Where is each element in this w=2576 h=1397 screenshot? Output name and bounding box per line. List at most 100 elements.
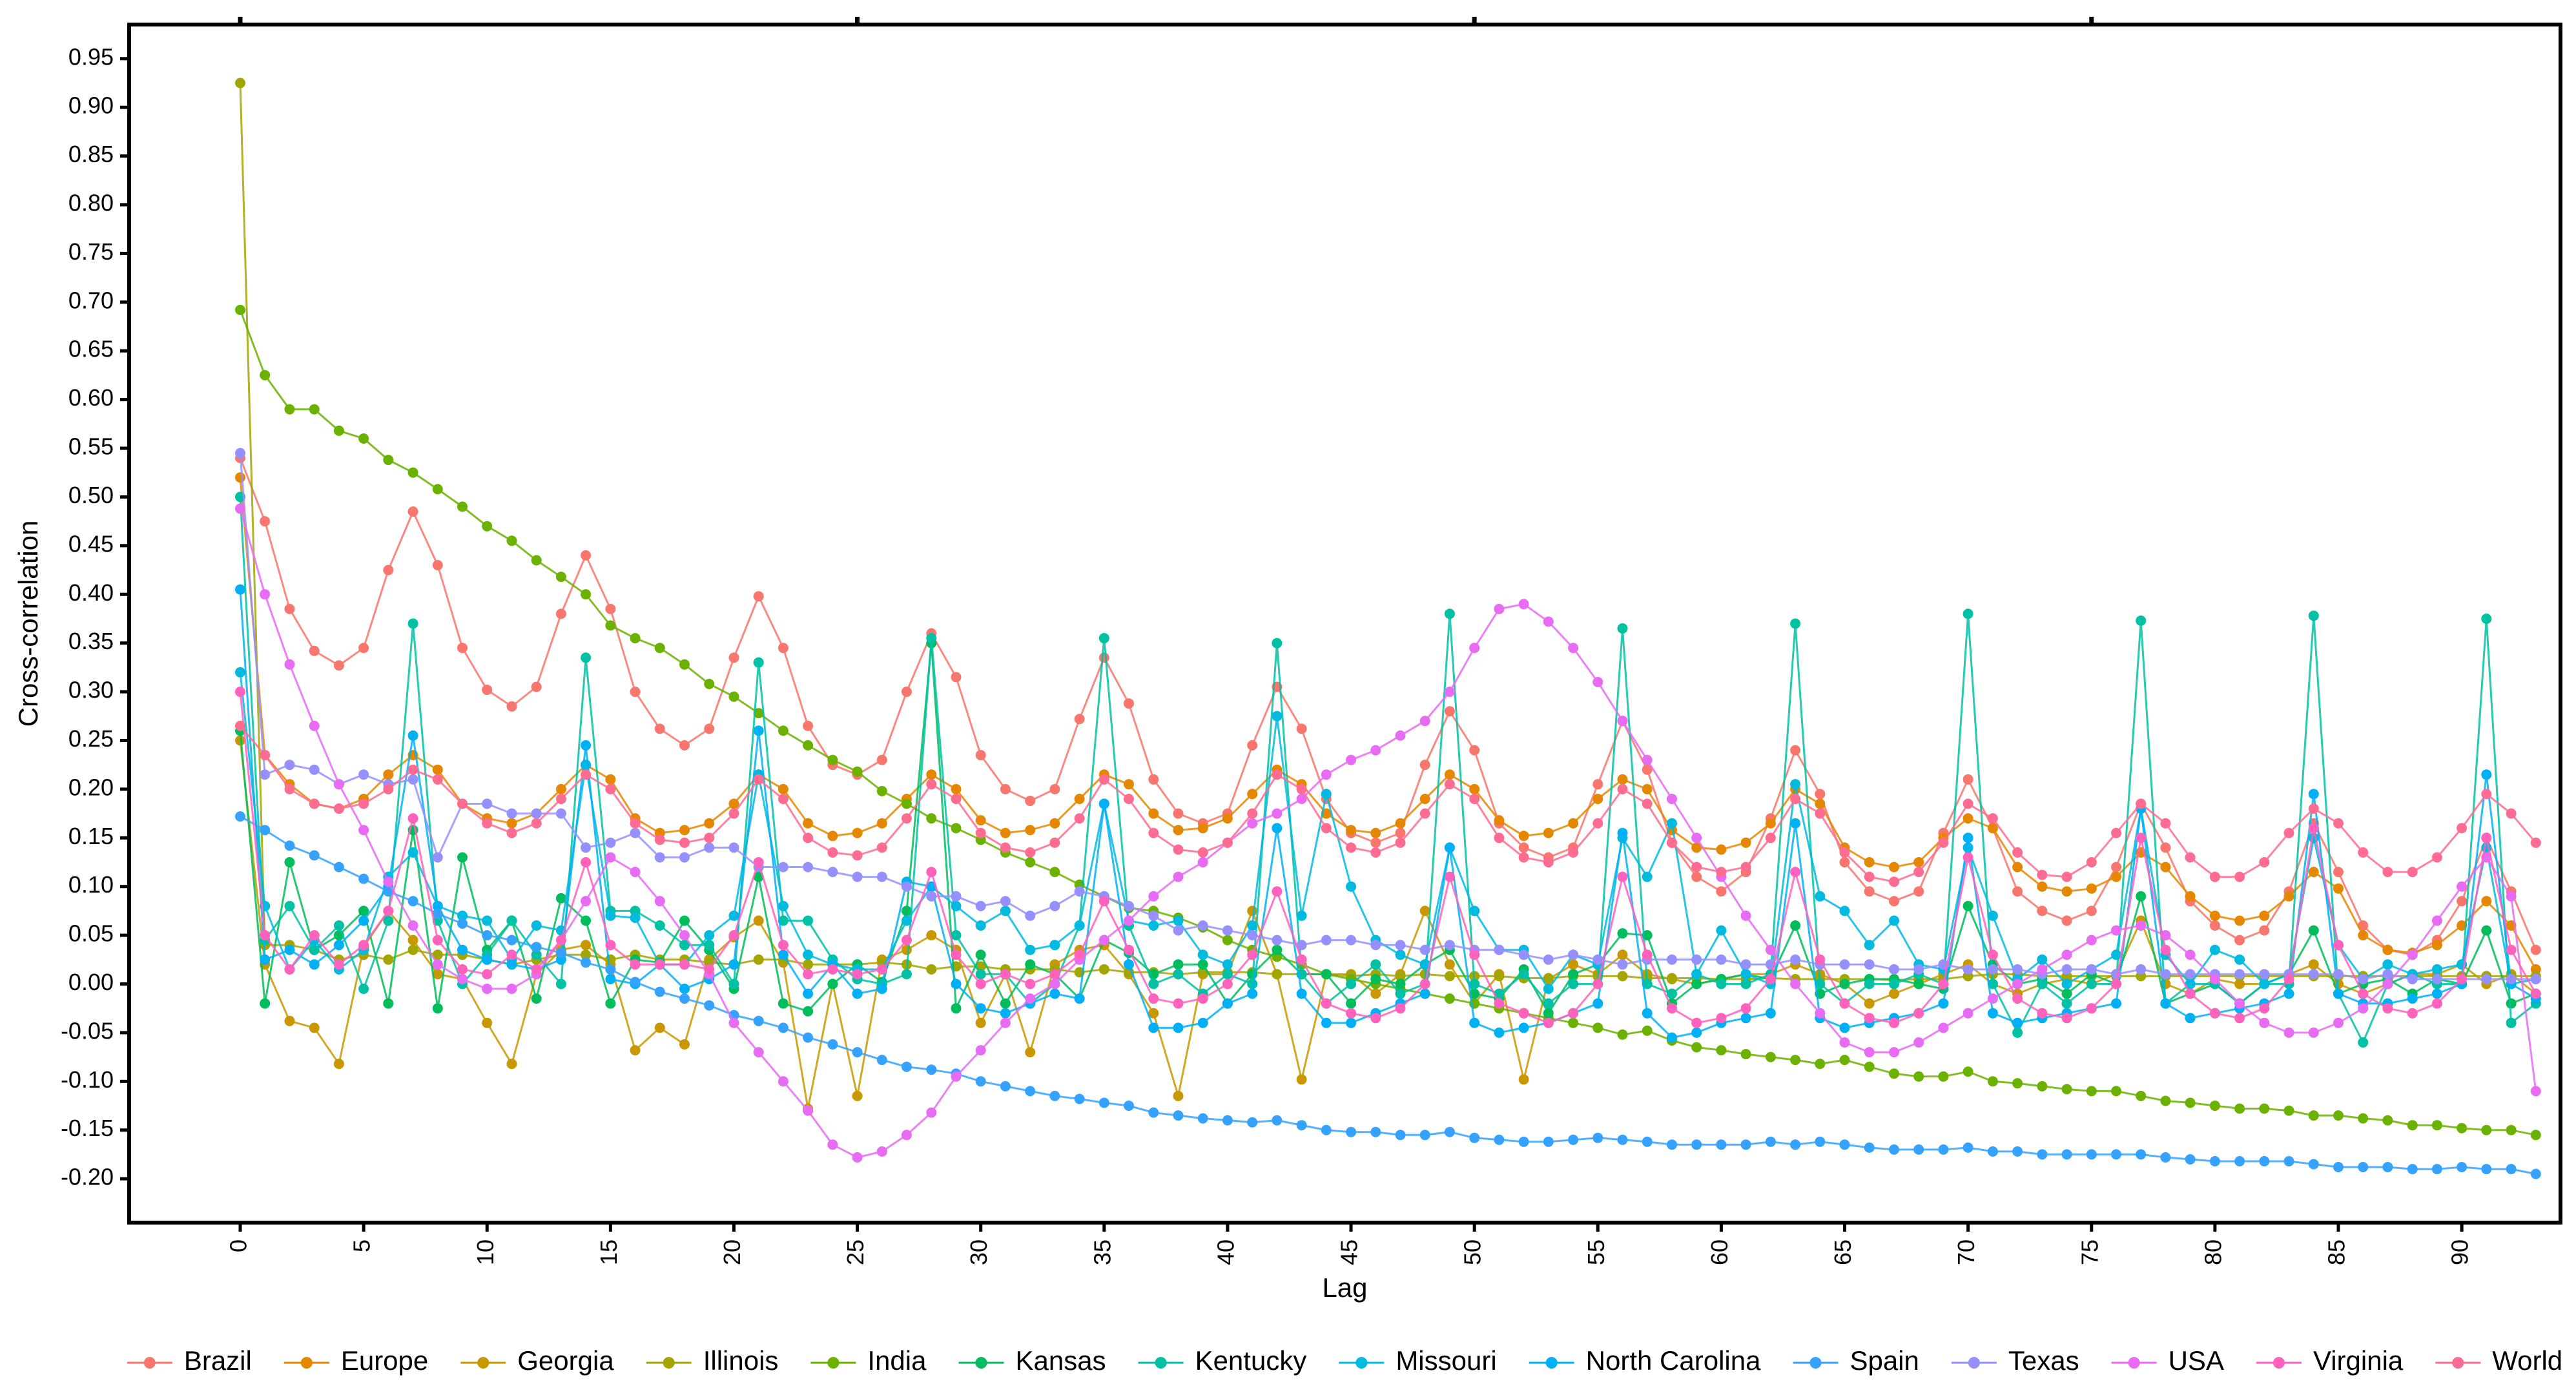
data-point [2086,964,2097,975]
data-point [555,935,566,946]
data-point [605,837,616,848]
data-point [876,818,887,829]
data-point [1889,988,1899,999]
data-point [1790,1055,1801,1066]
data-point [2061,1013,2072,1024]
data-point [260,369,271,380]
data-point [1098,774,1109,785]
data-point [2136,833,2147,843]
data-point [753,591,764,602]
data-point [2037,978,2048,989]
legend-label: USA [2169,1345,2224,1376]
data-point [852,1090,863,1101]
data-point [605,852,616,863]
data-point [1444,1126,1455,1137]
data-point [1148,827,1159,838]
data-point [2308,823,2319,834]
data-point [2259,1003,2270,1014]
data-point [753,1047,764,1058]
data-point [1889,862,1899,873]
data-point [1963,852,1973,863]
data-point [2283,988,2294,999]
data-point [1790,1139,1801,1150]
data-point [260,750,271,761]
data-point [679,993,690,1004]
data-point [951,900,962,911]
data-point [2382,1003,2393,1014]
data-point [1272,823,1283,834]
data-point [1617,871,1628,882]
data-point [555,947,566,958]
data-point [1839,1022,1850,1033]
data-point [1148,978,1159,989]
y-tick-label: 0.75 [68,238,114,265]
series-line [239,453,2536,980]
data-point [1913,964,1924,975]
data-point [630,633,641,644]
data-point [1370,1126,1381,1137]
data-point [1642,1008,1653,1019]
data-point [1839,857,1850,867]
data-point [1197,949,1208,960]
data-point [1049,988,1060,999]
data-point [2382,1115,2393,1126]
data-point [902,813,912,824]
data-point [1617,774,1628,785]
data-point [679,825,690,836]
data-point [876,754,887,765]
data-point [1469,745,1480,756]
data-point [2308,803,2319,814]
data-point [1494,833,1505,843]
y-tick-label: 0.20 [68,774,114,800]
data-point [2457,1123,2468,1133]
data-point [1247,949,1258,960]
data-point [309,404,320,415]
data-point [1667,1032,1677,1043]
data-point [1963,798,1973,809]
data-point [1000,896,1011,907]
data-point [1839,959,1850,970]
data-point [2185,969,2196,980]
data-point [975,1003,986,1014]
data-point [284,659,295,670]
data-point [2481,896,2492,907]
data-point [2308,1027,2319,1038]
data-point [1913,1144,1924,1155]
x-tick-label: 0 [225,1239,252,1252]
data-point [975,978,986,989]
data-point [506,827,517,838]
data-point [1592,954,1603,965]
data-point [1469,643,1480,654]
data-point [358,825,369,836]
data-point [654,643,665,654]
data-point [1691,833,1702,843]
data-point [2012,978,2023,989]
data-point [1691,1027,1702,1038]
data-point [876,1146,887,1157]
data-point [235,472,245,483]
data-point [235,78,245,88]
data-point [2259,1103,2270,1114]
data-point [555,893,566,904]
data-point [309,930,320,941]
data-point [605,620,616,631]
data-point [531,964,542,975]
data-point [1222,925,1233,936]
legend-label: Europe [341,1345,428,1376]
data-point [951,949,962,960]
data-point [506,808,517,819]
data-point [2136,1090,2147,1101]
data-point [1543,984,1554,994]
data-point [1197,823,1208,834]
data-point [1839,978,1850,989]
legend-key-dot [663,1357,675,1369]
data-point [1642,798,1653,809]
x-tick-label: 70 [1953,1239,1979,1265]
data-point [2037,964,2048,975]
data-point [2358,1162,2369,1172]
data-point [1444,971,1455,982]
x-tick-label: 90 [2447,1239,2473,1265]
data-point [1346,1017,1357,1028]
data-point [2506,998,2517,1009]
